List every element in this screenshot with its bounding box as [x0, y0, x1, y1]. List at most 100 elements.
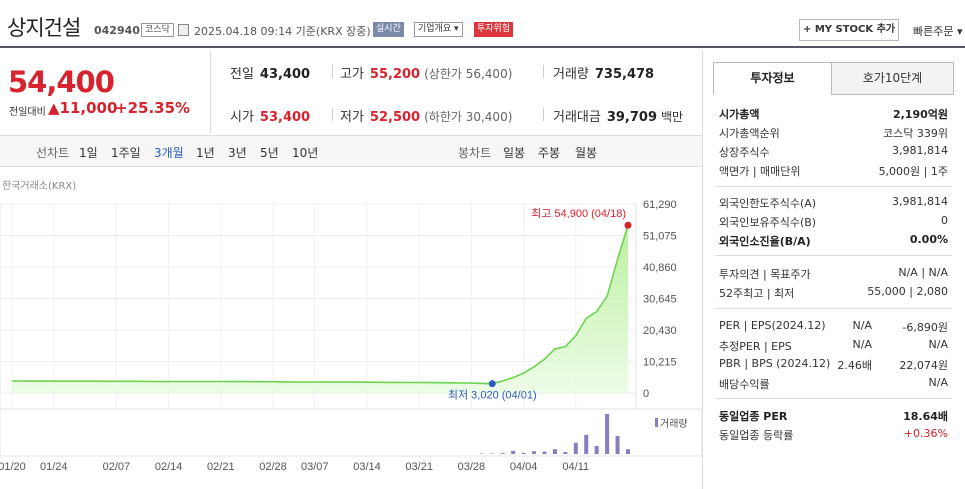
- info-row-value: 3,981,814: [892, 144, 948, 157]
- realtime-badge[interactable]: 실시간: [373, 22, 404, 37]
- info-row-label: 동일업종 등락률: [719, 429, 794, 442]
- info-row-label: 상장주식수: [719, 146, 770, 159]
- current-price: 54,400: [8, 65, 115, 99]
- stock-header: 상지건설 042940 코스닥 2025.04.18 09:14 기준(KRX …: [0, 0, 965, 48]
- x-tick-label: 03/21: [405, 461, 433, 473]
- low-price: 저가 52,500 (하한가 30,400): [340, 106, 512, 125]
- period-1w[interactable]: 1주일: [111, 146, 141, 160]
- x-tick-label: 04/04: [510, 461, 538, 473]
- volume-legend: 거래량: [660, 418, 688, 430]
- info-row-label: 추정PER | EPS: [719, 340, 792, 353]
- info-row: 외국인보유주식수(B) 0: [719, 214, 948, 232]
- volume-stat: 거래량 735,478: [553, 63, 654, 82]
- volume-legend-swatch: [655, 418, 658, 427]
- high-marker: [624, 221, 632, 229]
- info-row-label: 동일업종 PER: [719, 410, 788, 423]
- amount-label: 거래대금: [553, 110, 601, 125]
- info-row-value: 55,000 | 2,080: [867, 285, 948, 298]
- info-row-value: 코스닥 339위: [883, 127, 948, 140]
- x-tick-label: 02/07: [103, 461, 131, 473]
- data-source: 한국거래소(KRX): [2, 181, 77, 192]
- change-percent: +25.35%: [115, 99, 191, 117]
- period-3y[interactable]: 3년: [228, 146, 247, 160]
- stock-name: 상지건설: [7, 16, 81, 40]
- info-row-value: 18.64배: [903, 410, 948, 423]
- divider: [715, 308, 952, 309]
- y-tick-label: 51,075: [643, 231, 677, 243]
- info-row-label: PBR | BPS (2024.12): [719, 357, 831, 370]
- info-row: 투자의견 | 목표주가 N/A | N/A: [719, 266, 948, 284]
- volume-value: 735,478: [594, 67, 655, 82]
- info-row-value: 22,074원: [899, 359, 948, 372]
- company-overview-dropdown[interactable]: 기업개요 ▾: [414, 22, 463, 37]
- low-marker: [488, 380, 496, 388]
- volume-bar: [605, 414, 610, 454]
- y-tick-label: 40,860: [643, 262, 677, 274]
- volume-bar: [626, 449, 630, 454]
- chart-period-bar: 선차트 1일 1주일 3개월 1년 3년 5년 10년 봉차트 일봉 주봉 월봉: [0, 135, 702, 167]
- y-tick-label: 10,215: [643, 357, 677, 369]
- x-tick-label: 03/28: [458, 461, 486, 473]
- volume-bar: [584, 434, 589, 454]
- divider: [715, 186, 952, 187]
- volume-bar: [594, 446, 599, 454]
- info-row-value: N/A | N/A: [898, 266, 948, 279]
- x-tick-label: 01/24: [40, 461, 68, 473]
- info-row-label: 외국인보유주식수(B): [719, 216, 817, 229]
- amount-value: 39,709: [606, 110, 658, 125]
- x-tick-label: 01/20: [0, 461, 26, 473]
- info-row-value: 0: [941, 214, 948, 227]
- x-tick-label: 02/14: [155, 461, 183, 473]
- info-row: PBR | BPS (2024.12) 2.46배 22,074원: [719, 357, 948, 375]
- price-stats: 전일 43,400 고가 55,200 (상한가 56,400) 거래량 735,478…: [210, 50, 702, 134]
- period-10y[interactable]: 10년: [292, 146, 319, 160]
- period-1d[interactable]: 1일: [79, 146, 98, 160]
- info-row-value: 3,981,814: [892, 195, 948, 208]
- volume-frame: [0, 408, 702, 457]
- period-5y[interactable]: 5년: [260, 146, 279, 160]
- period-3m[interactable]: 3개월: [154, 146, 184, 160]
- tab-orderbook-10[interactable]: 호가10단계: [831, 62, 954, 95]
- volume-bar: [500, 453, 505, 454]
- candle-daily[interactable]: 일봉: [503, 146, 526, 160]
- candle-weekly[interactable]: 주봉: [538, 146, 561, 160]
- period-1y[interactable]: 1년: [196, 146, 215, 160]
- amount-unit: 백만: [661, 110, 684, 124]
- price-chart[interactable]: 61,290 51,075 40,860 30,645 20,430 10,215 0 01/…: [0, 168, 702, 489]
- divider: [715, 398, 952, 399]
- price-summary: 54,400 전일대비 ▲11,000 +25.35%: [0, 50, 210, 134]
- tab-investment-info[interactable]: 투자정보: [713, 62, 832, 95]
- info-row: 52주최고 | 최저 55,000 | 2,080: [719, 285, 948, 303]
- price-area: [12, 225, 628, 393]
- candle-monthly[interactable]: 월봉: [575, 146, 598, 160]
- x-tick-label: 03/07: [301, 461, 329, 473]
- info-row-value: N/A: [928, 376, 948, 389]
- volume-label: 거래량: [553, 67, 589, 82]
- volume-bar: [573, 442, 578, 454]
- y-tick-label: 20,430: [643, 325, 677, 337]
- info-row-label: 액면가 | 매매단위: [719, 165, 801, 178]
- info-row: 시가총액순위 코스닥 339위: [719, 125, 948, 143]
- info-row: 외국인소진율(B/A) 0.00%: [719, 233, 948, 251]
- high-label: 고가: [340, 67, 364, 82]
- stock-code: 042940: [94, 24, 140, 37]
- volume-bar: [532, 451, 537, 454]
- open-label: 시가: [230, 110, 254, 125]
- quick-order-button[interactable]: 빠른주문 ▾: [913, 25, 963, 38]
- info-row-value: 5,000원 | 1주: [878, 165, 948, 178]
- volume-bar: [511, 450, 516, 454]
- info-row-value: 2,190억원: [892, 108, 948, 121]
- info-row-label: 외국인한도주식수(A): [719, 197, 817, 210]
- x-tick-label: 02/21: [207, 461, 235, 473]
- add-my-stock-button[interactable]: + MY STOCK 추가: [799, 19, 899, 41]
- x-tick-label: 02/28: [259, 461, 287, 473]
- y-tick-label: 30,645: [643, 294, 677, 306]
- info-row-label: 배당수익률: [719, 378, 770, 391]
- investment-info-panel: 투자정보 호가10단계 시가총액 2,190억원 시가총액순위 코스닥 339위 상장주…: [702, 50, 965, 489]
- info-row: 추정PER | EPS N/A N/A: [719, 338, 948, 356]
- x-tick-label: 04/11: [562, 461, 589, 473]
- info-row-value: -6,890원: [902, 321, 948, 334]
- y-tick-label: 0: [643, 388, 649, 400]
- open-value: 53,400: [259, 110, 311, 125]
- market-badge: 코스닥: [141, 23, 174, 37]
